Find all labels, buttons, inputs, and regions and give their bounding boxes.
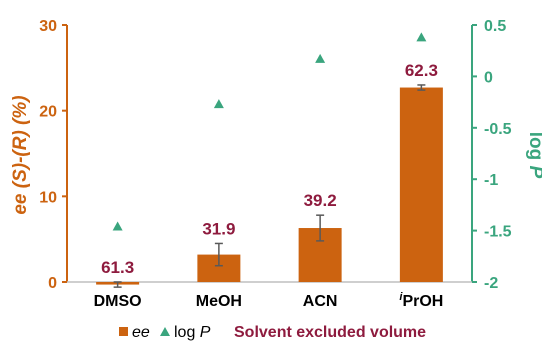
category-label: MeOH (196, 293, 242, 310)
left-axis-title-prefix: ee (10, 188, 31, 214)
legend-ee-label: ee (132, 324, 150, 341)
legend-extra-label: Solvent excluded volume (234, 324, 426, 341)
category-superscript: i (399, 291, 403, 303)
legend-logp-italic: P (200, 324, 211, 341)
right-axis-title: log P (525, 132, 542, 179)
data-label: 61.3 (101, 258, 134, 277)
category-label: ACN (303, 293, 338, 310)
data-labels: 61.3 31.9 39.2 62.3 (101, 61, 438, 277)
data-label: 62.3 (405, 61, 438, 80)
category-label: iPrOH (399, 291, 443, 310)
right-tick-label: 0 (484, 69, 493, 86)
error-bars (113, 84, 426, 288)
left-tick-label: 0 (48, 275, 57, 292)
right-axis-title-italic: P (525, 166, 542, 179)
logp-markers (112, 32, 427, 231)
logp-point (112, 221, 123, 231)
right-axis-title-main: log (525, 132, 542, 166)
logp-point (315, 53, 326, 63)
legend-logp-label: log P (174, 324, 211, 341)
left-tick-label: 10 (39, 189, 57, 206)
data-label: 39.2 (304, 191, 337, 210)
category-label: DMSO (94, 293, 142, 310)
left-tick-label: 30 (39, 18, 57, 35)
legend-logp-prefix: log (174, 324, 200, 341)
left-tick-label: 20 (39, 104, 57, 121)
logp-point (213, 99, 224, 109)
right-tick-label: -2 (484, 275, 498, 292)
legend-logp-triangle-icon (160, 327, 170, 336)
ee-bar (399, 87, 443, 282)
data-label: 31.9 (202, 219, 235, 238)
right-tick-label: -0.5 (484, 121, 512, 138)
right-tick-label: -1 (484, 172, 498, 189)
right-tick-label: 0.5 (484, 18, 506, 35)
logp-point (416, 32, 427, 42)
left-axis-title-main: (S)-(R) (%) (10, 95, 31, 188)
legend: ee log P Solvent excluded volume (119, 324, 426, 341)
legend-ee-swatch (119, 327, 128, 336)
bars (96, 87, 443, 285)
category-main: PrOH (402, 293, 443, 310)
right-tick-label: -1.5 (484, 224, 512, 241)
left-axis-title: ee (S)-(R) (%) (10, 95, 31, 214)
